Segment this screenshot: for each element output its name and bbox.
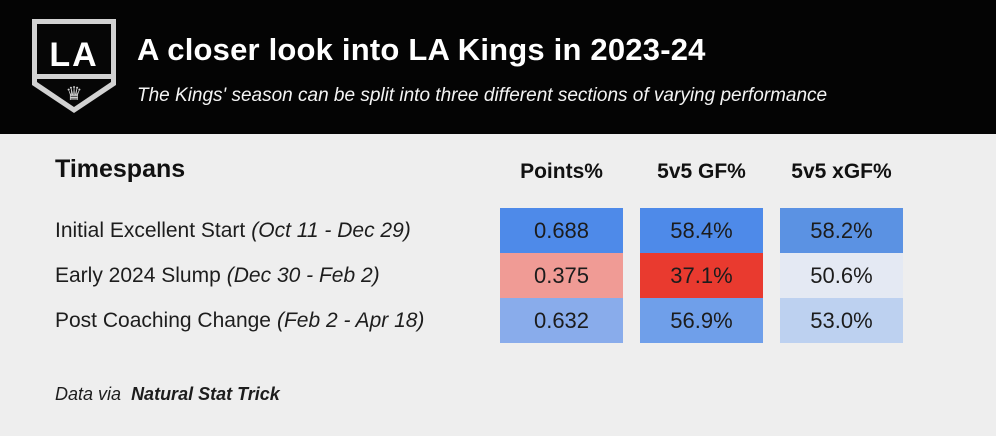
logo-la-text: LA	[49, 36, 98, 74]
header: LA ♛ A closer look into LA Kings in 2023…	[0, 0, 996, 134]
table-row: Post Coaching Change (Feb 2 - Apr 18) 0.…	[55, 298, 903, 343]
la-kings-logo: LA ♛	[32, 19, 116, 113]
row-label-text: Early 2024 Slump	[55, 263, 221, 287]
heatmap-cell: 0.632	[500, 298, 623, 343]
row-label: Initial Excellent Start (Oct 11 - Dec 29…	[55, 208, 483, 253]
row-label: Early 2024 Slump (Dec 30 - Feb 2)	[55, 253, 483, 298]
page-subtitle: The Kings' season can be split into thre…	[137, 85, 828, 106]
source-name: Natural Stat Trick	[131, 384, 280, 404]
heatmap-cell: 56.9%	[640, 298, 763, 343]
row-label-text: Initial Excellent Start	[55, 218, 246, 242]
crown-icon: ♛	[65, 83, 82, 105]
table-row: Initial Excellent Start (Oct 11 - Dec 29…	[55, 208, 903, 253]
row-date-range: (Dec 30 - Feb 2)	[226, 263, 380, 287]
heatmap-cell: 53.0%	[780, 298, 903, 343]
heatmap-cell: 50.6%	[780, 253, 903, 298]
table-row: Early 2024 Slump (Dec 30 - Feb 2) 0.375 …	[55, 253, 903, 298]
row-label-text: Post Coaching Change	[55, 308, 271, 332]
column-header-5v5-xgf-pct: 5v5 xGF%	[791, 160, 892, 183]
heatmap-cell: 0.688	[500, 208, 623, 253]
heatmap-cell: 58.2%	[780, 208, 903, 253]
heatmap-cell: 0.375	[500, 253, 623, 298]
table-body: Initial Excellent Start (Oct 11 - Dec 29…	[55, 208, 903, 343]
timespan-table: Timespans Points% 5v5 GF% 5v5 xGF% Initi…	[55, 155, 903, 343]
row-date-range: (Feb 2 - Apr 18)	[276, 308, 425, 332]
shield-body	[37, 24, 111, 107]
page-title: A closer look into LA Kings in 2023-24	[137, 32, 706, 67]
row-date-range: (Oct 11 - Dec 29)	[251, 218, 411, 242]
column-header-points-pct: Points%	[520, 160, 603, 183]
row-header-timespans: Timespans	[55, 155, 186, 183]
source-prefix: Data via	[55, 384, 122, 404]
heatmap-cell: 58.4%	[640, 208, 763, 253]
heatmap-cell: 37.1%	[640, 253, 763, 298]
shield-divider	[37, 74, 111, 79]
column-header-5v5-gf-pct: 5v5 GF%	[657, 160, 746, 183]
row-label: Post Coaching Change (Feb 2 - Apr 18)	[55, 298, 483, 343]
table-header-row: Timespans Points% 5v5 GF% 5v5 xGF%	[55, 155, 903, 183]
data-source-note: Data via Natural Stat Trick	[55, 384, 280, 405]
